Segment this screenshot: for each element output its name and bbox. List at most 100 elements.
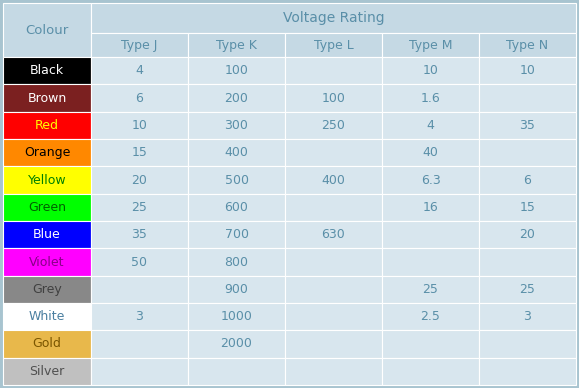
Bar: [188, 139, 285, 166]
Bar: [91, 330, 188, 358]
Bar: [479, 112, 576, 139]
Bar: [91, 33, 188, 57]
Bar: [91, 248, 188, 275]
Text: Colour: Colour: [25, 24, 69, 36]
Text: Voltage Rating: Voltage Rating: [283, 11, 384, 25]
Text: 10: 10: [131, 119, 148, 132]
Text: 600: 600: [225, 201, 248, 214]
Bar: [479, 166, 576, 194]
Text: 250: 250: [321, 119, 346, 132]
Text: 6: 6: [523, 173, 532, 187]
Bar: [382, 303, 479, 330]
Bar: [188, 248, 285, 275]
Text: 25: 25: [519, 283, 536, 296]
Bar: [479, 303, 576, 330]
Text: 100: 100: [321, 92, 346, 104]
Text: 20: 20: [131, 173, 148, 187]
Bar: [382, 221, 479, 248]
Bar: [285, 194, 382, 221]
Text: Type N: Type N: [507, 38, 548, 52]
Bar: [3, 166, 91, 194]
Text: 15: 15: [131, 146, 148, 159]
Text: 16: 16: [423, 201, 438, 214]
Text: 800: 800: [225, 256, 248, 268]
Text: Red: Red: [35, 119, 59, 132]
Bar: [188, 303, 285, 330]
Bar: [91, 166, 188, 194]
Text: 200: 200: [225, 92, 248, 104]
Bar: [479, 33, 576, 57]
Bar: [3, 330, 91, 358]
Bar: [3, 248, 91, 275]
Text: Orange: Orange: [24, 146, 70, 159]
Bar: [479, 194, 576, 221]
Bar: [382, 84, 479, 112]
Bar: [188, 330, 285, 358]
Bar: [91, 139, 188, 166]
Bar: [479, 84, 576, 112]
Bar: [479, 139, 576, 166]
Text: 500: 500: [225, 173, 248, 187]
Bar: [91, 84, 188, 112]
Text: Silver: Silver: [30, 365, 65, 378]
Bar: [479, 275, 576, 303]
Text: 100: 100: [225, 64, 248, 77]
Bar: [382, 112, 479, 139]
Bar: [188, 194, 285, 221]
Bar: [382, 248, 479, 275]
Text: Brown: Brown: [27, 92, 67, 104]
Bar: [188, 358, 285, 385]
Bar: [479, 57, 576, 84]
Bar: [382, 57, 479, 84]
Bar: [91, 275, 188, 303]
Text: 4: 4: [427, 119, 434, 132]
Bar: [285, 248, 382, 275]
Text: 3: 3: [135, 310, 144, 323]
Bar: [479, 330, 576, 358]
Text: Green: Green: [28, 201, 66, 214]
Bar: [188, 166, 285, 194]
Bar: [91, 112, 188, 139]
Bar: [188, 57, 285, 84]
Bar: [3, 303, 91, 330]
Bar: [3, 194, 91, 221]
Text: 50: 50: [131, 256, 148, 268]
Text: Type J: Type J: [122, 38, 157, 52]
Bar: [3, 112, 91, 139]
Bar: [285, 166, 382, 194]
Bar: [91, 3, 576, 33]
Bar: [285, 275, 382, 303]
Text: 35: 35: [519, 119, 536, 132]
Bar: [3, 358, 91, 385]
Text: Black: Black: [30, 64, 64, 77]
Bar: [3, 275, 91, 303]
Bar: [479, 248, 576, 275]
Text: 300: 300: [225, 119, 248, 132]
Text: 20: 20: [519, 228, 536, 241]
Text: 630: 630: [321, 228, 346, 241]
Text: 1000: 1000: [221, 310, 252, 323]
Text: 6.3: 6.3: [420, 173, 441, 187]
Text: 6: 6: [135, 92, 144, 104]
Bar: [382, 330, 479, 358]
Bar: [382, 194, 479, 221]
Bar: [285, 57, 382, 84]
Text: 10: 10: [423, 64, 438, 77]
Bar: [91, 194, 188, 221]
Text: 40: 40: [423, 146, 438, 159]
Bar: [479, 358, 576, 385]
Text: Type M: Type M: [409, 38, 452, 52]
Bar: [188, 33, 285, 57]
Bar: [3, 3, 91, 57]
Bar: [188, 84, 285, 112]
Text: 2.5: 2.5: [420, 310, 441, 323]
Bar: [382, 358, 479, 385]
Text: Grey: Grey: [32, 283, 62, 296]
Bar: [3, 139, 91, 166]
Bar: [382, 33, 479, 57]
Bar: [285, 139, 382, 166]
Text: 3: 3: [523, 310, 532, 323]
Bar: [285, 303, 382, 330]
Bar: [3, 221, 91, 248]
Text: Type L: Type L: [314, 38, 353, 52]
